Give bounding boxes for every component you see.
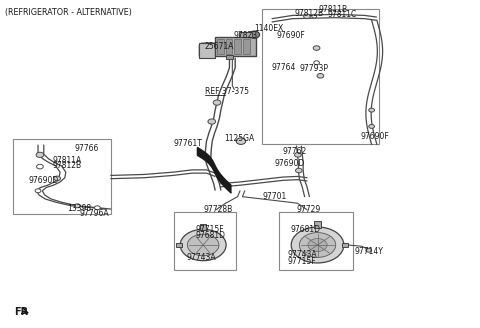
Text: 97690F: 97690F	[276, 31, 305, 40]
Text: 97690F: 97690F	[360, 133, 389, 141]
Circle shape	[314, 61, 320, 65]
Circle shape	[366, 248, 372, 252]
Text: 97811B: 97811B	[319, 5, 348, 14]
Circle shape	[35, 189, 41, 193]
Bar	[12, 139, 111, 214]
Circle shape	[317, 73, 324, 78]
Text: 97764: 97764	[271, 63, 296, 72]
Bar	[174, 212, 236, 270]
Circle shape	[304, 14, 311, 19]
Bar	[217, 39, 224, 54]
Bar	[215, 37, 256, 55]
Circle shape	[369, 108, 374, 112]
Circle shape	[300, 233, 336, 257]
Circle shape	[36, 152, 44, 157]
Text: 97701: 97701	[263, 192, 287, 201]
Bar	[200, 224, 206, 230]
Text: 97743A: 97743A	[288, 250, 317, 259]
Text: 13398: 13398	[68, 204, 92, 213]
Circle shape	[187, 234, 219, 256]
Text: 97796A: 97796A	[80, 209, 109, 218]
Bar	[342, 243, 348, 247]
Text: 97793P: 97793P	[300, 64, 329, 73]
Circle shape	[308, 238, 327, 252]
Text: FR: FR	[14, 307, 28, 317]
Text: 97766: 97766	[75, 144, 99, 153]
Text: 97715F: 97715F	[196, 225, 225, 235]
Bar	[279, 212, 353, 270]
Circle shape	[36, 164, 43, 169]
Text: 97812B: 97812B	[52, 161, 82, 170]
Text: 97743A: 97743A	[186, 253, 216, 262]
Bar	[243, 39, 250, 54]
Bar	[226, 39, 232, 54]
Text: 97681D: 97681D	[291, 225, 321, 235]
Text: 97812B: 97812B	[295, 9, 324, 18]
Text: 97681D: 97681D	[196, 231, 226, 240]
Bar	[239, 32, 252, 37]
Circle shape	[313, 46, 320, 50]
Circle shape	[369, 125, 374, 128]
Text: 97762: 97762	[282, 147, 306, 156]
Bar	[262, 9, 379, 144]
Circle shape	[295, 153, 301, 157]
Text: 1140EX: 1140EX	[254, 24, 284, 32]
Text: 97823: 97823	[234, 31, 258, 40]
Text: 97690D: 97690D	[275, 158, 305, 168]
Text: 97690D: 97690D	[28, 176, 59, 185]
Circle shape	[213, 100, 221, 105]
Circle shape	[74, 204, 80, 208]
Bar	[234, 39, 241, 54]
Text: 97761T: 97761T	[174, 139, 203, 148]
Circle shape	[180, 229, 226, 261]
Bar	[199, 43, 215, 58]
Text: 97728B: 97728B	[204, 205, 233, 214]
Text: 97811C: 97811C	[327, 10, 357, 19]
Circle shape	[54, 176, 60, 181]
Bar	[226, 55, 233, 59]
Bar	[314, 221, 322, 228]
Text: 97729: 97729	[297, 205, 321, 214]
Text: REF 37-375: REF 37-375	[205, 87, 249, 96]
Text: 25671A: 25671A	[204, 42, 233, 51]
Circle shape	[312, 15, 317, 18]
Circle shape	[249, 31, 260, 38]
Circle shape	[296, 168, 302, 173]
Circle shape	[208, 119, 216, 124]
Bar	[176, 243, 181, 247]
Circle shape	[291, 227, 344, 263]
Circle shape	[95, 206, 100, 210]
Circle shape	[236, 138, 246, 144]
Text: (REFRIGERATOR - ALTERNATIVE): (REFRIGERATOR - ALTERNATIVE)	[5, 8, 132, 17]
Text: 97714Y: 97714Y	[355, 247, 384, 256]
Text: 97811A: 97811A	[52, 155, 82, 165]
Text: 1125GA: 1125GA	[224, 134, 254, 143]
Text: 97715F: 97715F	[288, 256, 316, 265]
